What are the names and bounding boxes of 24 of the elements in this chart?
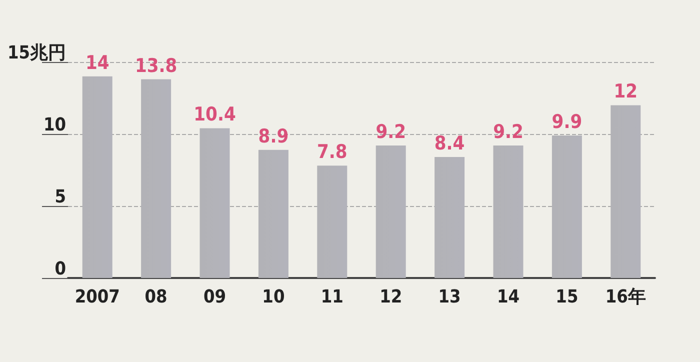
x-tick-label: 15 xyxy=(556,286,578,308)
data-label: 8.4 xyxy=(434,132,465,155)
data-label: 12 xyxy=(614,80,638,103)
x-tick-label: 09 xyxy=(203,286,226,308)
data-label: 9.9 xyxy=(552,110,582,133)
data-label: 10.4 xyxy=(194,104,236,126)
data-label: 7.8 xyxy=(317,141,348,164)
x-tick-label: 2007 xyxy=(74,286,120,308)
data-label: 14 xyxy=(85,52,110,74)
y-tick-label: 10 xyxy=(43,114,66,136)
y-tick-label: 0 xyxy=(54,258,66,280)
y-tick-label: 5 xyxy=(54,186,66,208)
x-tick-label: 08 xyxy=(144,286,168,308)
x-tick-label: 10 xyxy=(262,286,285,308)
data-label: 9.2 xyxy=(493,121,524,144)
x-tick-label: 11 xyxy=(320,286,344,308)
x-tick-label: 16年 xyxy=(605,286,646,308)
x-tick-label: 14 xyxy=(496,286,520,308)
data-label: 8.9 xyxy=(258,125,289,148)
data-label: 9.2 xyxy=(376,121,406,144)
x-tick-label: 13 xyxy=(438,286,461,308)
y-tick-label: 15兆円 xyxy=(7,42,66,64)
data-label: 13.8 xyxy=(134,54,178,77)
x-tick-label: 12 xyxy=(380,286,402,308)
